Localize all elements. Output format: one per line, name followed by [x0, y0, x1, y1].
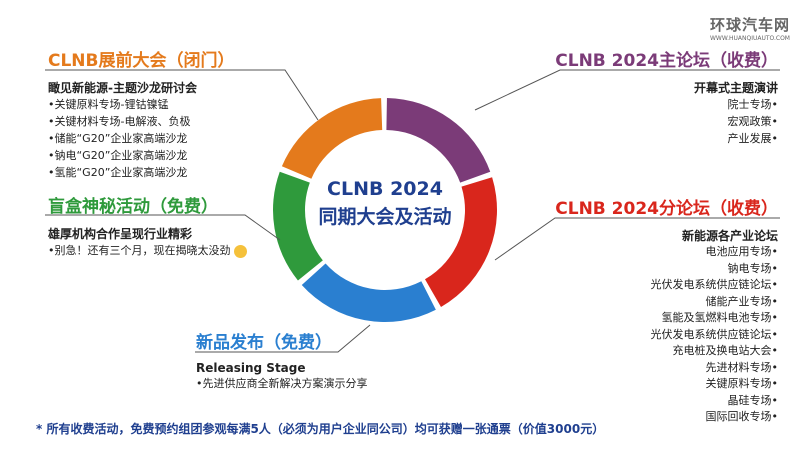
logo: 环球汽车网 WWW.HUANQIUAUTO.COM — [709, 16, 790, 42]
main-forum: CLNB 2024主论坛（收费） 开幕式主题演讲 院士专场• 宏观政策• 产业发… — [555, 46, 778, 147]
product-launch: 新品发布（免费） Releasing Stage •先进供应商全新解决方案演示分… — [196, 328, 368, 392]
list-item: 晶硅专场• — [727, 393, 779, 407]
donut-segment-blue — [301, 263, 436, 322]
list-item: 关键原料专场• — [705, 377, 779, 390]
pre-subtitle: 瞰见新能源-主题沙龙研讨会 — [48, 81, 197, 95]
blind-box: 盲盒神秘活动（免费） 雄厚机构合作呈现行业精彩 •别急！还有三个月，现在揭晓太没… — [48, 192, 247, 259]
list-item: •先进供应商全新解决方案演示分享 — [196, 377, 368, 390]
list-item: 充电桩及换电站大会• — [672, 344, 779, 357]
list-item: 光伏发电系统供应链论坛• — [650, 278, 779, 291]
list-item: 钠电专场• — [727, 261, 779, 275]
list-item: •储能“G20”企业家高端沙龙 — [48, 132, 188, 145]
main-subtitle: 开幕式主题演讲 — [693, 81, 778, 95]
list-item: 先进材料专场• — [705, 360, 779, 374]
blind-subtitle: 雄厚机构合作呈现行业精彩 — [48, 227, 193, 241]
donut-segment-green — [273, 171, 323, 281]
list-item: •别急！还有三个月，现在揭晓太没劲 — [48, 244, 231, 257]
list-item: •钠电“G20”企业家高端沙龙 — [48, 149, 188, 162]
list-item: •关键材料专场-电解液、负极 — [48, 115, 191, 128]
list-item: 储能产业专场• — [705, 294, 779, 308]
pre-conference: CLNB展前大会（闭门） 瞰见新能源-主题沙龙研讨会 •关键原料专场-锂钴镍锰 … — [48, 46, 235, 181]
list-item: 电池应用专场• — [705, 245, 779, 258]
center-label: CLNB 2024 同期大会及活动 — [310, 178, 460, 229]
sub-forum: CLNB 2024分论坛（收费） 新能源各产业论坛 电池应用专场• 钠电专场• … — [555, 194, 778, 426]
donut-segment-orange — [281, 98, 383, 179]
launch-title: 新品发布（免费） — [196, 333, 332, 353]
donut-segment-purple — [386, 98, 491, 183]
sub-subtitle: 新能源各产业论坛 — [681, 229, 778, 243]
center-title: CLNB 2024 — [327, 178, 443, 200]
pre-title: CLNB展前大会（闭门） — [48, 51, 235, 71]
sub-title: CLNB 2024分论坛（收费） — [555, 199, 778, 219]
donut-segment-red — [425, 177, 498, 307]
list-item: 光伏发电系统供应链论坛• — [650, 327, 779, 341]
list-item: 院士专场• — [727, 98, 779, 111]
donut-ring — [273, 98, 498, 322]
list-item: 产业发展• — [727, 132, 779, 145]
list-item: 宏观政策• — [727, 115, 779, 128]
list-item: •氢能“G20”企业家高端沙龙 — [48, 166, 188, 179]
center-subtitle: 同期大会及活动 — [318, 206, 452, 228]
list-item: 国际回收专场• — [705, 410, 779, 423]
launch-subtitle: Releasing Stage — [196, 361, 306, 375]
blind-title: 盲盒神秘活动（免费） — [48, 197, 218, 217]
callout-lines — [45, 69, 780, 353]
main-title: CLNB 2024主论坛（收费） — [555, 51, 778, 71]
list-item: 氢能及氢燃料电池专场• — [661, 311, 779, 324]
footnote: * 所有收费活动，免费预约组团参观每满5人（必须为用户企业同公司）均可获赠一张通… — [36, 422, 605, 436]
tongue-emoji-icon — [234, 244, 247, 258]
list-item: •关键原料专场-锂钴镍锰 — [48, 98, 169, 111]
